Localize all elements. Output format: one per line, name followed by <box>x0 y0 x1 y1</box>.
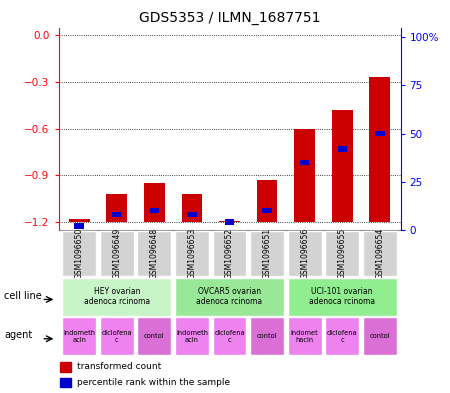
Text: indometh
acin: indometh acin <box>63 329 95 343</box>
Title: GDS5353 / ILMN_1687751: GDS5353 / ILMN_1687751 <box>139 11 320 25</box>
Bar <box>332 110 353 222</box>
Bar <box>69 219 90 222</box>
Bar <box>175 231 209 276</box>
Bar <box>62 231 96 276</box>
Text: diclofena
c: diclofena c <box>214 329 245 343</box>
Bar <box>250 231 284 276</box>
Bar <box>137 231 171 276</box>
Bar <box>363 317 397 355</box>
Bar <box>62 278 171 316</box>
Bar <box>250 317 284 355</box>
Text: GSM1096656: GSM1096656 <box>300 228 309 279</box>
Bar <box>288 317 322 355</box>
Text: transformed count: transformed count <box>77 362 162 371</box>
Bar <box>257 180 277 222</box>
Bar <box>294 129 315 222</box>
Bar <box>300 160 309 165</box>
Text: GSM1096650: GSM1096650 <box>75 228 84 279</box>
Text: diclofena
c: diclofena c <box>327 329 358 343</box>
Bar <box>225 219 234 225</box>
Text: GSM1096649: GSM1096649 <box>112 228 121 279</box>
Text: indometh
acin: indometh acin <box>176 329 208 343</box>
Bar <box>288 278 397 316</box>
Bar <box>74 223 84 229</box>
Bar <box>112 212 122 217</box>
Text: OVCAR5 ovarian
adenoca rcinoma: OVCAR5 ovarian adenoca rcinoma <box>197 287 262 307</box>
Text: GSM1096653: GSM1096653 <box>187 228 196 279</box>
Text: HEY ovarian
adenoca rcinoma: HEY ovarian adenoca rcinoma <box>84 287 150 307</box>
Text: GSM1096651: GSM1096651 <box>263 228 272 279</box>
Bar <box>62 317 96 355</box>
Text: indomet
hacin: indomet hacin <box>291 329 319 343</box>
Text: GSM1096652: GSM1096652 <box>225 228 234 279</box>
Text: contol: contol <box>144 333 165 339</box>
Text: GSM1096655: GSM1096655 <box>338 228 347 279</box>
Bar <box>100 231 134 276</box>
Text: agent: agent <box>4 330 33 340</box>
Bar <box>187 212 197 217</box>
Bar <box>288 231 322 276</box>
Bar <box>150 208 159 213</box>
Bar <box>100 317 134 355</box>
Bar <box>363 231 397 276</box>
Text: percentile rank within the sample: percentile rank within the sample <box>77 378 230 387</box>
Text: contol: contol <box>369 333 390 339</box>
Bar <box>137 317 171 355</box>
Text: cell line: cell line <box>4 290 42 301</box>
Bar <box>144 183 165 222</box>
Bar <box>175 317 209 355</box>
Text: contol: contol <box>257 333 277 339</box>
Bar <box>106 194 127 222</box>
Bar <box>262 208 272 213</box>
Bar <box>375 131 385 136</box>
Bar <box>369 77 390 222</box>
Bar <box>219 220 240 222</box>
Bar <box>338 146 347 152</box>
Text: GSM1096654: GSM1096654 <box>375 228 384 279</box>
Bar <box>60 378 71 387</box>
Bar <box>175 278 284 316</box>
Bar <box>212 317 247 355</box>
Text: GSM1096648: GSM1096648 <box>150 228 159 279</box>
Bar <box>325 317 359 355</box>
Bar <box>325 231 359 276</box>
Bar <box>182 194 202 222</box>
Bar <box>212 231 247 276</box>
Bar <box>60 362 71 372</box>
Text: diclofena
c: diclofena c <box>101 329 132 343</box>
Text: UCI-101 ovarian
adenoca rcinoma: UCI-101 ovarian adenoca rcinoma <box>309 287 375 307</box>
